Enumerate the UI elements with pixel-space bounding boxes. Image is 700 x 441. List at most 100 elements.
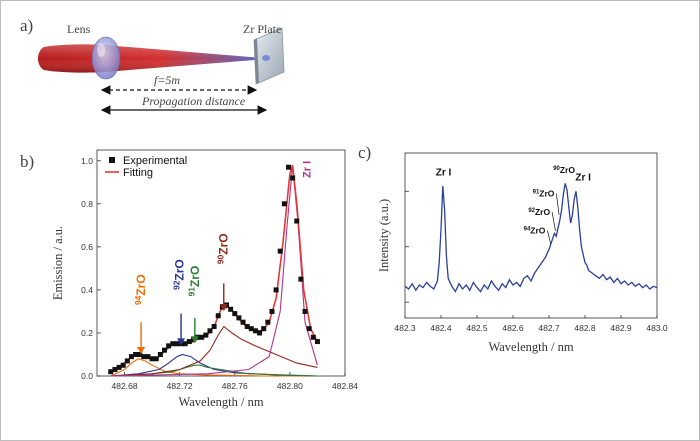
panel-label-c: c): [358, 143, 371, 162]
experimental-point: [170, 341, 176, 347]
experimental-point: [302, 308, 308, 314]
experimental-point: [273, 287, 279, 293]
experimental-point: [248, 326, 254, 332]
peak-arrow-head: [137, 347, 146, 355]
peak-label: 90ZrO: [216, 233, 231, 264]
y-tick-label: 1.0: [81, 156, 93, 166]
x-tick-label: 482.3: [394, 323, 416, 333]
experimental-point: [137, 351, 143, 357]
experimental-point: [261, 326, 267, 332]
experimental-point: [215, 313, 221, 319]
experimental-point: [207, 328, 213, 334]
legend-marker-experimental: [109, 157, 115, 163]
experimental-point: [149, 356, 155, 362]
lens-label: Lens: [67, 22, 91, 36]
plot-frame: [404, 152, 658, 319]
y-tick-label: 0.2: [81, 328, 93, 338]
experimental-point: [211, 323, 217, 329]
emission-chart: 0.0 0.2 0.4 0.6 0.8 1.0 482.68 482.72 482.76 482.…: [51, 149, 358, 409]
plot-frame: [96, 149, 346, 377]
peak-label: 91ZrO: [187, 266, 202, 297]
experimental-point: [153, 356, 159, 362]
x-tick-label: 482.5: [466, 323, 488, 333]
peak-label: 91ZrO: [533, 189, 555, 199]
x-tick-label: 482.68: [112, 381, 138, 391]
peak-label: 92ZrO: [171, 259, 186, 290]
experimental-point: [157, 351, 163, 357]
experimental-point: [257, 330, 263, 336]
x-tick-label: 482.8: [574, 323, 596, 333]
laser-beam-shade: [38, 44, 262, 73]
component-curve: [110, 325, 318, 377]
peak-label: 90ZrO: [553, 165, 575, 175]
experimental-point: [244, 323, 250, 329]
experimental-point: [128, 354, 134, 360]
panel-label-b: b): [20, 152, 34, 171]
lens-highlight: [97, 43, 105, 57]
experimental-point: [133, 351, 139, 357]
pointer-line: [547, 230, 552, 245]
experimental-point: [310, 334, 316, 340]
y-tick-label: 0.6: [81, 242, 93, 252]
experimental-point: [162, 347, 168, 353]
plate-label: Zr Plate: [243, 22, 281, 36]
experimental-point: [240, 319, 246, 325]
experimental-point: [269, 308, 275, 314]
peak-label: Zr I: [301, 161, 313, 178]
experimental-point: [314, 339, 320, 345]
x-tick-label: 482.4: [430, 323, 452, 333]
experimental-point: [290, 175, 296, 181]
y-tick-label: 0.4: [81, 285, 93, 295]
x-axis-label: Wavelength / nm: [488, 340, 573, 354]
y-tick-label: 0.0: [81, 371, 93, 381]
x-tick-label: 482.72: [167, 381, 193, 391]
component-curve: [110, 364, 318, 377]
pointer-line: [556, 193, 560, 216]
propagation-label: Propagation distance: [141, 94, 246, 108]
experimental-point: [281, 201, 287, 207]
x-tick-label: 482.80: [277, 381, 303, 391]
component-curve: [110, 358, 318, 377]
x-tick-label: 482.9: [610, 323, 632, 333]
schematic-panel: Lens Zr Plate f=5m Propagation distance: [38, 22, 285, 115]
fitting-line: [110, 164, 319, 373]
experimental-point: [108, 369, 114, 375]
legend-label-fitting: Fitting: [123, 167, 153, 179]
y-axis-label: Emission / a.u.: [51, 226, 65, 300]
x-tick-label: 482.7: [538, 323, 560, 333]
experimental-point: [203, 332, 209, 338]
peak-label: Zr I: [575, 173, 591, 184]
experimental-point: [145, 354, 151, 360]
peak-label: 94ZrO: [133, 274, 148, 305]
experimental-point: [298, 276, 304, 282]
panel-label-a: a): [20, 16, 33, 35]
peak-arrow-head: [190, 336, 199, 344]
y-tick-label: 0.8: [81, 199, 93, 209]
lens-shape: [91, 36, 121, 80]
experimental-point: [236, 315, 242, 321]
spectrum-line: [404, 183, 658, 293]
experimental-point: [228, 306, 234, 312]
y-axis-label: Intensity (a.u.): [377, 199, 391, 272]
experimental-point: [286, 164, 292, 170]
experimental-point: [174, 341, 180, 347]
focal-label: f=5m: [154, 73, 180, 87]
experimental-point: [306, 326, 312, 332]
component-curve: [110, 165, 318, 377]
zr-plate-edge: [254, 38, 259, 84]
experimental-point: [141, 354, 147, 360]
experimental-point: [116, 364, 122, 370]
experimental-point: [232, 311, 238, 317]
intensity-chart: 482.3 482.4 482.5 482.6 482.7 482.8 482.9 483.0…: [377, 152, 668, 354]
experimental-point: [277, 248, 283, 254]
experimental-point: [294, 218, 300, 224]
experimental-point: [265, 319, 271, 325]
zr-plate: [253, 27, 285, 85]
peak-label: 92ZrO: [528, 207, 550, 217]
x-axis-label: Wavelength / nm: [178, 395, 263, 409]
experimental-point: [199, 334, 205, 340]
x-tick-label: 482.76: [222, 381, 248, 391]
experimental-point: [182, 341, 188, 347]
x-tick-label: 483.0: [646, 323, 668, 333]
